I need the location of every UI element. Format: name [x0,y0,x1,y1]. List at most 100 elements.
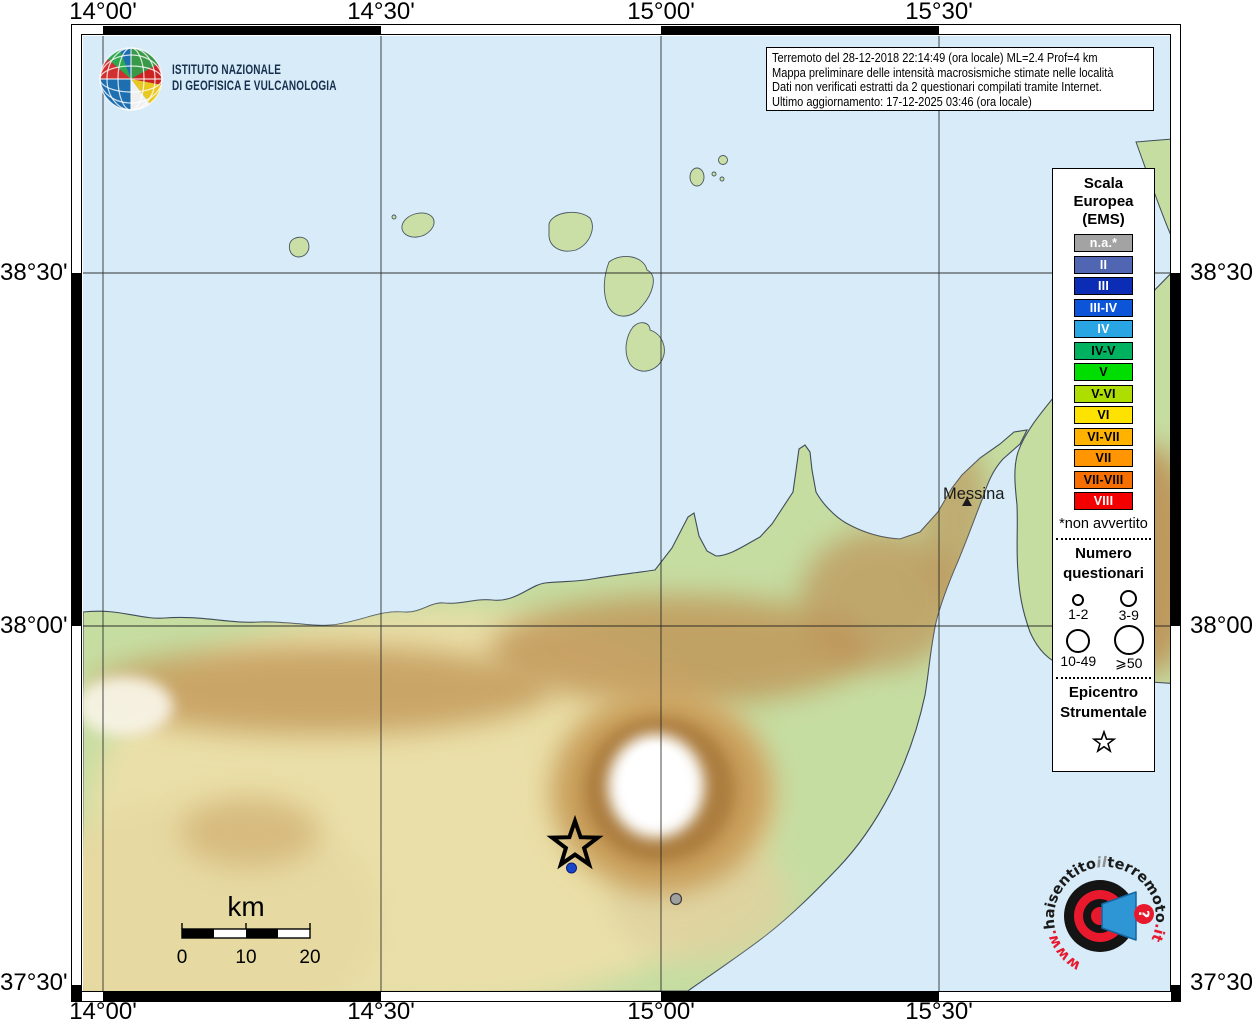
logo-question-mark: ? [1135,910,1151,918]
intensity-scale: n.a.* II III III-IV IV IV-V V V-VI VI VI… [1053,234,1154,510]
intensity-box-vi-vii: VI-VII [1074,427,1133,446]
questionnaire-section-title: Numero questionari [1053,544,1154,584]
axis-label-bottom-1400: 14°00' [69,998,137,1024]
logo-text-il: il [1096,855,1108,872]
ingv-line1: ISTITUTO NAZIONALE [172,62,282,77]
frame-band-right [1171,273,1181,626]
logo-question-badge [1134,904,1154,924]
legend-title: Scala Europea (EMS) [1053,175,1154,229]
island-salina [548,211,593,252]
size-label-50plus: ⩾50 [1115,655,1143,671]
size-label-3-9: 3-9 [1118,607,1139,623]
island-filicudi [401,212,435,238]
messina-marker [962,497,972,506]
size-key-10-49: 10-49 [1053,623,1104,671]
size-key-3-9: 3-9 [1104,586,1155,623]
epicenter-section-title: Epicentro Strumentale [1053,683,1154,723]
scalebar-tick-10: 10 [235,947,256,968]
axis-label-bottom-1500: 15°00' [627,998,695,1024]
size-circle-small [1072,594,1085,606]
axis-label-top-1530: 15°30' [905,0,973,25]
legend-divider [1056,538,1151,540]
ingv-wordmark: ISTITUTO NAZIONALE DI GEOFISICA E VULCAN… [172,62,337,94]
intensity-box-viii: VIII [1074,492,1133,510]
scalebar-unit: km [227,891,264,922]
epicenter-star [546,814,604,870]
size-label-1-2: 1-2 [1068,606,1089,622]
intensity-box-iii: III [1074,277,1133,295]
intensity-box-v-vi: V-VI [1074,384,1133,403]
event-info-box: Terremoto del 28-12-2018 22:14:49 (ora l… [766,47,1154,111]
info-line-event: Terremoto del 28-12-2018 22:14:49 (ora l… [772,50,1098,65]
ingv-logo: ISTITUTO NAZIONALE DI GEOFISICA E VULCAN… [98,46,398,116]
graticule [83,36,1171,991]
size-key-1-2: 1-2 [1053,586,1104,623]
intensity-box-vii: VII [1074,449,1133,467]
questionnaire-size-key: 1-2 3-9 10-49 ⩾50 [1053,586,1154,671]
messina-label: Messina [943,485,1005,503]
questionnaire-title-line1: Numero [1075,545,1132,562]
size-label-10-49: 10-49 [1060,653,1097,669]
star-icon [1091,729,1116,753]
logo-megaphone-icon [1101,891,1137,941]
legend-divider [1056,677,1151,679]
frame-band-bottom-2 [661,992,939,1001]
intensity-box-vi: VI [1074,406,1133,424]
frame-band-right-corner [1171,985,1181,1001]
legend-title-line2: Europea [1073,193,1134,210]
axis-label-left-3830: 38°30' [0,259,68,286]
intensity-box-iv-v: IV-V [1074,341,1133,360]
axis-label-left-3730: 37°30' [0,969,68,996]
frame-band-top-2 [661,26,939,35]
frame-band-left [72,273,82,626]
axis-label-left-3800: 38°00' [0,612,68,639]
frame-band-left-corner [72,985,82,1001]
size-key-50plus: ⩾50 [1104,623,1155,671]
ingv-line2: DI GEOFISICA E VULCANOLOGIA [172,78,337,93]
size-circle-xlarge [1113,625,1144,655]
scale-bar: km 0 10 20 [177,891,321,968]
axis-label-bottom-1530: 15°30' [905,998,973,1024]
intensity-box-na: n.a.* [1074,234,1133,252]
islet [391,214,397,220]
size-circle-large [1066,629,1091,653]
intensity-box-v: V [1074,363,1133,381]
island-vulcano [625,322,665,372]
epicenter-title-line2: Strumentale [1060,704,1147,721]
intensity-box-vii-viii: VII-VIII [1074,470,1133,489]
axis-label-top-1400: 14°00' [69,0,137,25]
island-lipari [603,255,654,317]
info-line-map-type: Mappa preliminare delle intensità macros… [772,64,1114,80]
intensity-point-blue [566,862,577,874]
intensity-box-ii: II [1074,255,1133,274]
logo-text-it: .it [1148,922,1168,944]
haisentitoilterremoto-logo: ? www.haisentitoilterremoto .it [1042,855,1168,974]
axis-label-right-3800: 38°00' [1190,612,1254,639]
epicenter-star-key [1053,729,1154,760]
axis-label-top-1430: 14°30' [347,0,415,25]
islet [719,176,725,182]
intensity-point-gray [669,892,683,906]
ingv-globe-icon [99,47,163,111]
map-frame-inner [81,34,1171,992]
axis-label-bottom-1430: 14°30' [347,998,415,1024]
legend-title-line1: Scala [1083,175,1124,192]
scalebar-tick-20: 20 [299,947,320,968]
size-circle-medium [1120,590,1138,607]
axis-label-right-3730: 37°30' [1190,969,1254,996]
island-panarea [689,167,705,187]
frame-band-bottom-1 [103,992,381,1001]
questionnaire-title-line2: questionari [1063,565,1144,582]
legend-footnote: *non avvertito [1059,516,1148,532]
axis-label-right-3830: 38°30' [1190,259,1254,286]
info-line-data: Dati non verificati estratti da 2 questi… [772,79,1102,95]
city-messina: Messina [943,485,1005,506]
frame-band-top-1 [103,26,381,35]
island-alicudi [288,236,310,258]
legend-title-line3: (EMS) [1082,211,1125,228]
intensity-box-iv: IV [1074,320,1133,338]
legend-panel: Scala Europea (EMS) n.a.* II III III-IV … [1052,168,1155,772]
intensity-box-iii-iv: III-IV [1074,298,1133,317]
scalebar-tick-0: 0 [177,947,188,968]
